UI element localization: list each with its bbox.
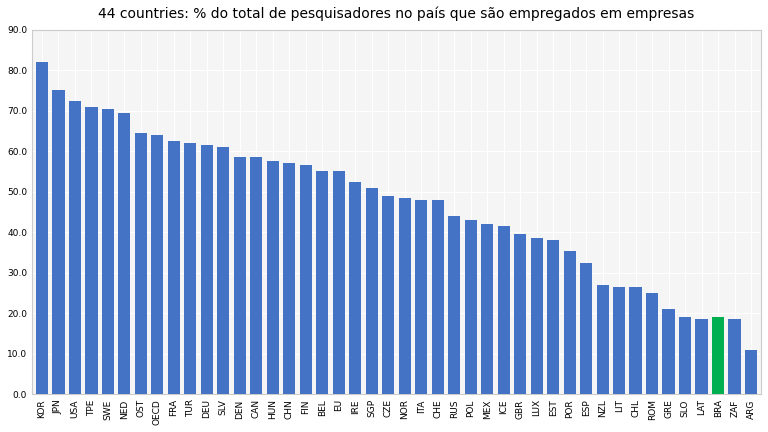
Bar [448,216,460,394]
Bar [415,200,428,394]
Bar [597,285,609,394]
Bar [580,263,592,394]
Bar [184,143,197,394]
Bar [432,200,444,394]
Bar [349,181,362,394]
Bar [333,172,345,394]
Bar [35,62,48,394]
Bar [531,238,543,394]
Bar [85,107,98,394]
Bar [712,318,724,394]
Bar [382,196,395,394]
Bar [300,165,312,394]
Bar [630,287,642,394]
Bar [514,234,526,394]
Bar [366,187,378,394]
Bar [167,141,180,394]
Bar [151,135,164,394]
Bar [498,226,510,394]
Bar [101,108,114,394]
Bar [118,113,131,394]
Bar [52,90,65,394]
Bar [399,198,411,394]
Bar [266,161,279,394]
Bar [729,319,741,394]
Bar [646,293,658,394]
Bar [283,163,296,394]
Bar [316,172,329,394]
Bar [745,350,757,394]
Bar [613,287,625,394]
Bar [233,157,246,394]
Bar [134,133,147,394]
Title: 44 countries: % do total de pesquisadores no país que são empregados em empresas: 44 countries: % do total de pesquisadore… [98,7,694,22]
Bar [547,240,559,394]
Bar [68,101,81,394]
Bar [679,318,691,394]
Bar [696,319,708,394]
Bar [481,224,493,394]
Bar [465,220,477,394]
Bar [564,251,576,394]
Bar [250,157,263,394]
Bar [200,145,213,394]
Bar [663,309,675,394]
Bar [217,147,230,394]
